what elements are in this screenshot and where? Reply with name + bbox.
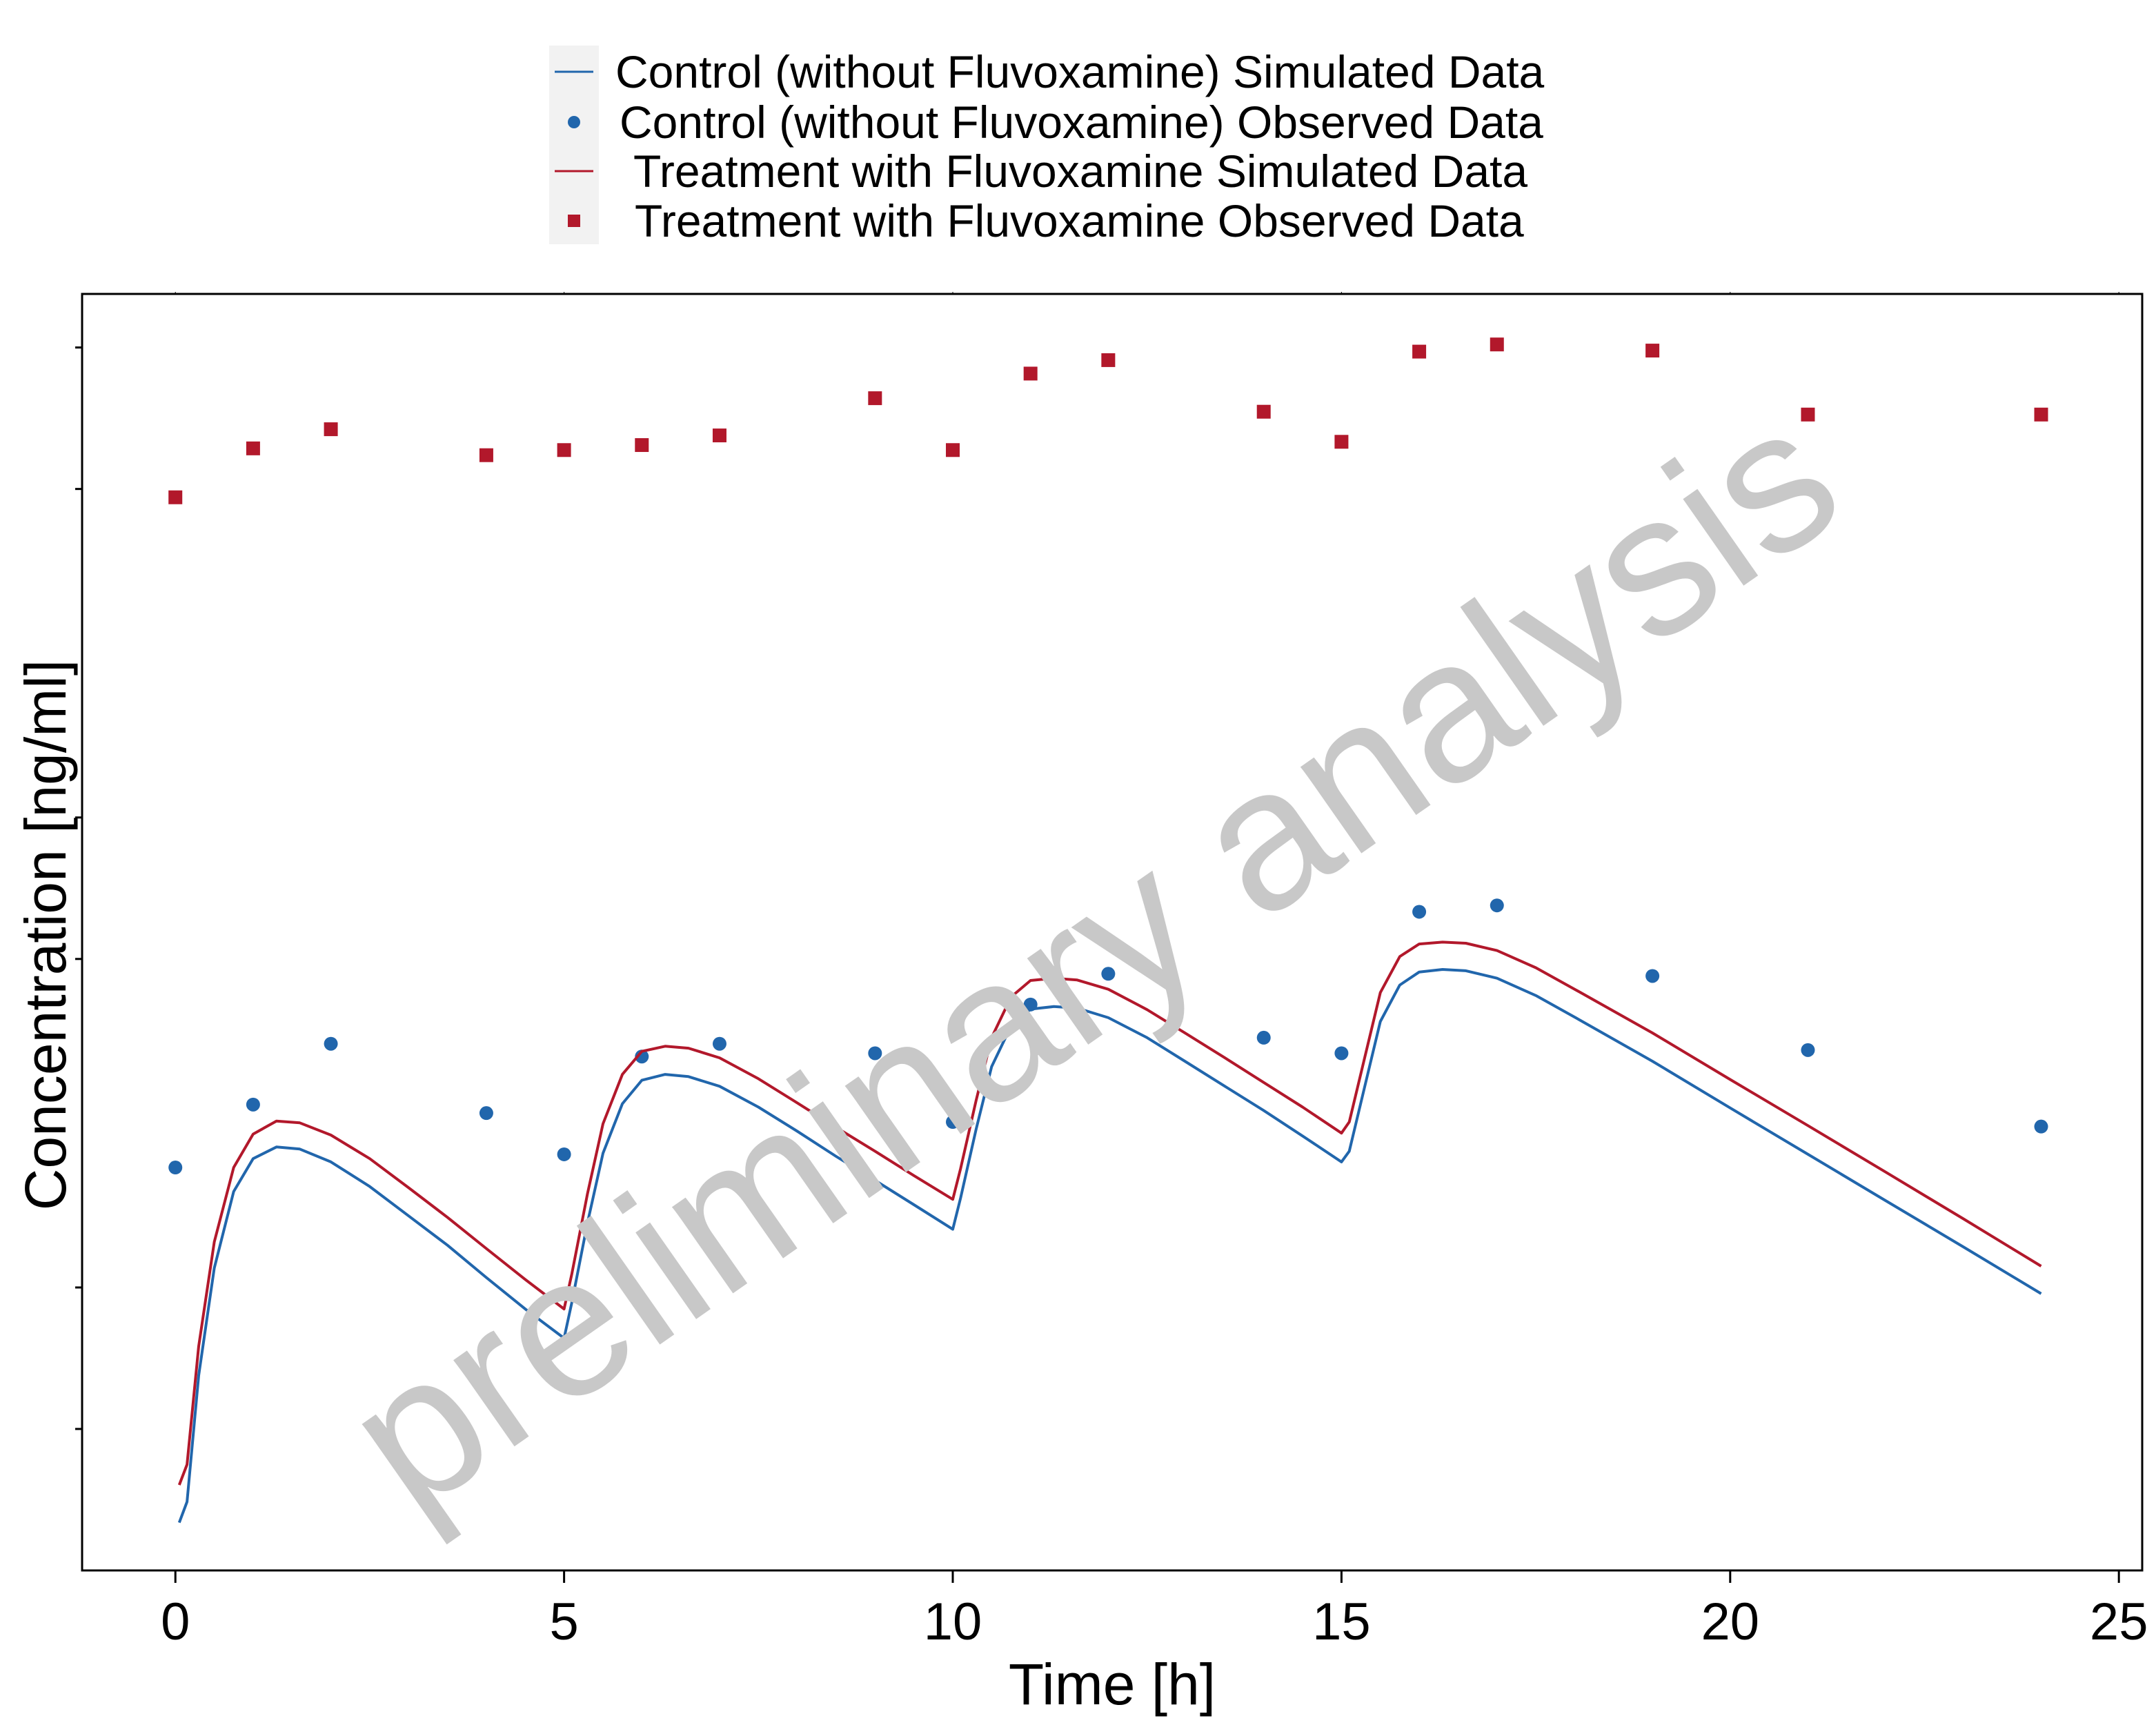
treatment-observed-point (246, 441, 260, 455)
x-tick-label: 20 (1701, 1593, 1760, 1651)
control-observed-point (2034, 1119, 2048, 1134)
treatment-observed-point (168, 490, 183, 504)
control-observed-point (1334, 1046, 1349, 1061)
control-observed-point (1412, 905, 1427, 919)
treatment-observed-point (1101, 353, 1116, 367)
control-observed-point (168, 1161, 183, 1175)
control-observed-point (1490, 898, 1504, 913)
control-observed-point (1023, 997, 1038, 1012)
series-layer (168, 337, 2048, 1524)
control-observed-point (946, 1115, 960, 1130)
axes: 0 5 10 15 20 25 (75, 292, 2148, 1651)
treatment-observed-point (946, 443, 960, 457)
treatment-observed-point (868, 391, 882, 406)
legend-label-treatment-observed: Treatment with Fluvoxamine Observed Data (635, 195, 1524, 246)
control-observed-point (324, 1036, 338, 1051)
treatment-observed-point (712, 428, 726, 443)
treatment-observed-point (1801, 407, 1815, 422)
x-tick-label: 0 (161, 1593, 190, 1651)
treatment-observed-point (324, 422, 338, 437)
series-line-2 (177, 940, 2042, 1486)
control-observed-point (1801, 1043, 1815, 1057)
control-observed-point (1256, 1030, 1271, 1045)
x-tick-label: 10 (924, 1593, 982, 1651)
plot-frame (81, 293, 2144, 1572)
treatment-observed-point (479, 448, 493, 462)
treatment-observed-point (1023, 366, 1038, 381)
treatment-observed-point (1256, 404, 1271, 419)
legend-label-control-observed: Control (without Fluvoxamine) Observed D… (620, 97, 1543, 148)
treatment-observed-point (1412, 344, 1427, 359)
x-tick-label: 15 (1312, 1593, 1371, 1651)
treatment-observed-point (1334, 435, 1349, 449)
control-observed-point (557, 1147, 571, 1161)
control-observed-point (635, 1049, 649, 1064)
legend-key-background (549, 46, 599, 244)
x-tick-label: 25 (2090, 1593, 2148, 1651)
legend-key-treatment-observed (568, 215, 580, 227)
control-observed-point (1101, 967, 1116, 981)
x-axis-title: Time [h] (1009, 1652, 1216, 1717)
legend: Control (without Fluvoxamine) Simulated … (549, 46, 1545, 246)
legend-label-treatment-simulated: Treatment with Fluvoxamine Simulated Dat… (633, 146, 1527, 197)
treatment-observed-point (635, 438, 649, 453)
treatment-observed-point (1645, 344, 1660, 358)
x-tick-label: 5 (549, 1593, 578, 1651)
control-observed-point (712, 1036, 726, 1051)
control-observed-point (479, 1106, 493, 1121)
watermark-text: preliminary analysis (308, 362, 1877, 1554)
treatment-observed-point (1490, 337, 1504, 352)
series-line-0 (177, 968, 2042, 1524)
control-observed-point (1645, 969, 1660, 983)
treatment-observed-point (557, 443, 571, 457)
y-axis-title: Concentration [ng/ml] (13, 660, 78, 1210)
control-observed-point (868, 1046, 882, 1061)
control-observed-point (246, 1097, 260, 1112)
legend-key-control-observed (568, 116, 580, 128)
treatment-observed-point (2034, 407, 2048, 422)
legend-label-control-simulated: Control (without Fluvoxamine) Simulated … (615, 46, 1545, 97)
